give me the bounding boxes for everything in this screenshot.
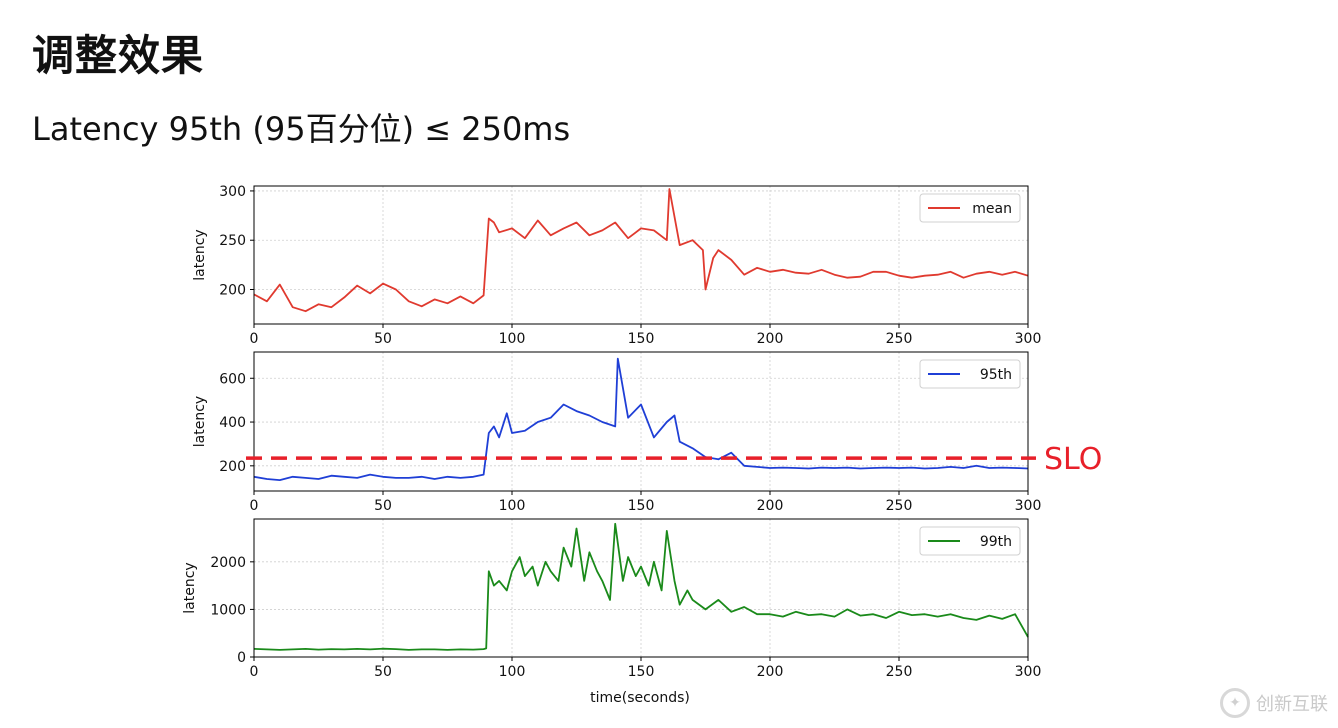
x-tick-label: 300: [1015, 664, 1042, 680]
x-tick-label: 100: [499, 664, 526, 680]
legend-box: [919, 193, 1021, 223]
legend-label: 95th: [980, 367, 1012, 383]
legend-box: [919, 359, 1021, 389]
y-axis-label: latency: [182, 562, 198, 613]
legend-label: 99th: [980, 534, 1012, 550]
legend-label: mean: [972, 201, 1012, 217]
series-line-95th: [253, 357, 1029, 482]
x-tick-label: 200: [757, 331, 784, 347]
legend-box: [919, 526, 1021, 556]
y-tick-label: 400: [219, 415, 246, 431]
x-tick-label: 100: [499, 498, 526, 514]
x-tick-label: 200: [757, 498, 784, 514]
x-axis-label: time(seconds): [590, 690, 690, 706]
y-tick-label: 250: [219, 233, 246, 249]
y-axis-label: latency: [192, 396, 208, 447]
slide-title: 调整效果: [32, 31, 205, 80]
slide-subtitle: Latency 95th (95百分位) ≤ 250ms: [32, 110, 571, 148]
brand-logo-icon: ✦: [1220, 688, 1250, 718]
x-tick-label: 150: [628, 664, 655, 680]
watermark: ✦ 创新互联: [1220, 688, 1328, 718]
x-tick-label: 150: [628, 331, 655, 347]
x-tick-label: 100: [499, 331, 526, 347]
y-tick-label: 600: [219, 371, 246, 387]
slo-label: SLO: [1044, 442, 1102, 477]
x-tick-label: 0: [250, 664, 259, 680]
x-tick-label: 200: [757, 664, 784, 680]
series-line-99th: [253, 522, 1029, 651]
series-line-mean: [253, 188, 1029, 313]
x-tick-label: 50: [374, 331, 392, 347]
y-tick-label: 1000: [210, 602, 246, 618]
x-tick-label: 50: [374, 664, 392, 680]
y-tick-label: 300: [219, 184, 246, 200]
x-tick-label: 250: [886, 331, 913, 347]
y-tick-label: 200: [219, 283, 246, 299]
x-tick-label: 50: [374, 498, 392, 514]
y-axis-label: latency: [192, 229, 208, 280]
y-tick-label: 200: [219, 459, 246, 475]
x-tick-label: 150: [628, 498, 655, 514]
y-tick-label: 2000: [210, 555, 246, 571]
x-tick-label: 250: [886, 498, 913, 514]
x-tick-label: 250: [886, 664, 913, 680]
y-tick-label: 0: [237, 650, 246, 666]
x-tick-label: 300: [1015, 498, 1042, 514]
watermark-text: 创新互联: [1256, 694, 1328, 715]
x-tick-label: 0: [250, 498, 259, 514]
x-tick-label: 300: [1015, 331, 1042, 347]
x-tick-label: 0: [250, 331, 259, 347]
